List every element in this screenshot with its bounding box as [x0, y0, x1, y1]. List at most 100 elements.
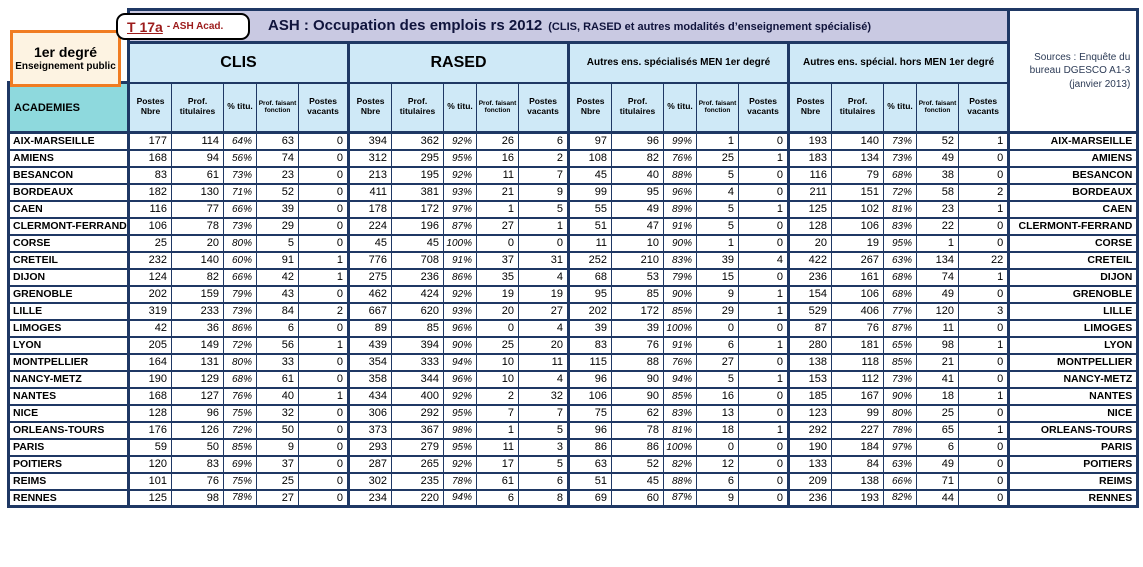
column-header-postes-nbre: Postes Nbre: [787, 81, 832, 134]
table-row: MONTPELLIER 164 131 80% 33 0 354 333 94% 10 11 115 8…: [7, 352, 1140, 372]
table-row: CORSE 25 20 80% 5 0 45 45 100% 0 0 11 10 90% 1 0 20 19 95%…: [7, 233, 1140, 253]
data-cell: 0: [957, 454, 1010, 474]
data-cell: 159: [171, 284, 224, 304]
data-cell: 462: [347, 284, 392, 304]
column-header--titu-: % titu.: [883, 81, 917, 134]
data-cell: 227: [831, 420, 884, 440]
data-cell: 25: [256, 471, 299, 491]
data-cell: 1: [957, 420, 1010, 440]
data-cell: 120: [127, 454, 172, 474]
data-cell: 2: [298, 301, 349, 321]
data-cell: 100%: [663, 437, 697, 457]
data-cell: 27: [256, 488, 299, 508]
row-label-right: REIMS: [1007, 471, 1140, 491]
data-cell: 0: [298, 471, 349, 491]
data-cell: 76: [611, 335, 664, 355]
data-cell: 101: [127, 471, 172, 491]
data-cell: 0: [696, 437, 739, 457]
data-cell: 172: [391, 199, 444, 219]
data-cell: 81%: [883, 199, 917, 219]
data-cell: 86%: [223, 318, 257, 338]
table-row: AIX-MARSEILLE 177 114 64% 63 0 394 362 92% 26 6 97 9…: [7, 131, 1140, 151]
data-cell: 18: [916, 386, 959, 406]
data-cell: 0: [957, 165, 1010, 185]
table-row: REIMS 101 76 75% 25 0 302 235 78% 61 6 51 45 88% 6 0 209…: [7, 471, 1140, 491]
data-cell: 5: [518, 454, 569, 474]
data-cell: 0: [298, 420, 349, 440]
table-row: NANTES 168 127 76% 40 1 434 400 92% 2 32 106 90 85% 16…: [7, 386, 1140, 406]
data-cell: 312: [347, 148, 392, 168]
table-row: LIMOGES 42 36 86% 6 0 89 85 96% 0 4 39 39 100% 0 0 87 76 8…: [7, 318, 1140, 338]
data-cell: 0: [298, 403, 349, 423]
data-cell: 5: [696, 199, 739, 219]
data-cell: 234: [347, 488, 392, 508]
data-cell: 118: [831, 352, 884, 372]
data-cell: 381: [391, 182, 444, 202]
data-cell: 82: [171, 267, 224, 287]
column-header-postes-nbre: Postes Nbre: [567, 81, 612, 134]
data-cell: 224: [347, 216, 392, 236]
row-label: GRENOBLE: [7, 284, 130, 304]
data-cell: 78: [611, 420, 664, 440]
data-cell: 319: [127, 301, 172, 321]
data-cell: 65: [916, 420, 959, 440]
ash-occupation-table: ASH : Occupation des emplois rs 2012 (CLI…: [7, 8, 1140, 508]
row-label: DIJON: [7, 267, 130, 287]
data-cell: 0: [957, 369, 1010, 389]
title-main: ASH : Occupation des emplois rs 2012: [268, 17, 543, 34]
data-cell: 108: [567, 148, 612, 168]
data-cell: 182: [127, 182, 172, 202]
data-cell: 92%: [443, 165, 477, 185]
column-header-prof-titulaires: Prof. titulaires: [171, 81, 224, 134]
data-cell: 52: [611, 454, 664, 474]
data-cell: 92%: [443, 131, 477, 151]
data-cell: 9: [518, 182, 569, 202]
data-cell: 91: [256, 250, 299, 270]
table-row: NANCY-METZ 190 129 68% 61 0 358 344 96% 10 4 96 90 94…: [7, 369, 1140, 389]
data-cell: 0: [738, 182, 789, 202]
data-cell: 20: [476, 301, 519, 321]
row-label-right: NANCY-METZ: [1007, 369, 1140, 389]
data-cell: 394: [347, 131, 392, 151]
data-cell: 4: [518, 318, 569, 338]
data-cell: 0: [957, 233, 1010, 253]
data-cell: 0: [738, 471, 789, 491]
data-cell: 63%: [883, 250, 917, 270]
data-cell: 49: [611, 199, 664, 219]
table-row: AMIENS 168 94 56% 74 0 312 295 95% 16 2 108 82 76% 25 1…: [7, 148, 1140, 168]
data-cell: 88%: [663, 165, 697, 185]
data-cell: 93%: [443, 182, 477, 202]
column-header-prof-faisant-fonction: Prof. faisant fonction: [696, 81, 739, 134]
data-cell: 75%: [223, 403, 257, 423]
row-label-right: CAEN: [1007, 199, 1140, 219]
group-header-row: CLIS RASED Autres ens. spécialisés MEN 1er…: [8, 41, 1138, 84]
data-cell: 91%: [443, 250, 477, 270]
data-cell: 80%: [223, 233, 257, 253]
row-label: NANCY-METZ: [7, 369, 130, 389]
data-cell: 0: [738, 386, 789, 406]
data-cell: 45: [567, 165, 612, 185]
data-cell: 92%: [443, 284, 477, 304]
data-cell: 422: [787, 250, 832, 270]
data-cell: 85%: [223, 437, 257, 457]
column-header-postes-vacants: Postes vacants: [518, 81, 569, 134]
data-cell: 20: [518, 335, 569, 355]
data-cell: 66%: [223, 267, 257, 287]
data-cell: 64%: [223, 131, 257, 151]
data-cell: 83%: [663, 403, 697, 423]
column-header-postes-nbre: Postes Nbre: [347, 81, 392, 134]
data-cell: 10: [476, 352, 519, 372]
data-cell: 193: [787, 131, 832, 151]
data-cell: 58: [916, 182, 959, 202]
data-cell: 11: [567, 233, 612, 253]
data-cell: 0: [298, 454, 349, 474]
group-header-autres-hors-men: Autres ens. spécial. hors MEN 1er degré: [786, 41, 1011, 84]
data-cell: 209: [787, 471, 832, 491]
row-header-academies: ACADEMIES: [7, 81, 130, 134]
data-cell: 89: [347, 318, 392, 338]
data-cell: 128: [127, 403, 172, 423]
data-cell: 77%: [883, 301, 917, 321]
data-cell: 295: [391, 148, 444, 168]
data-cell: 32: [518, 386, 569, 406]
data-cell: 79%: [223, 284, 257, 304]
